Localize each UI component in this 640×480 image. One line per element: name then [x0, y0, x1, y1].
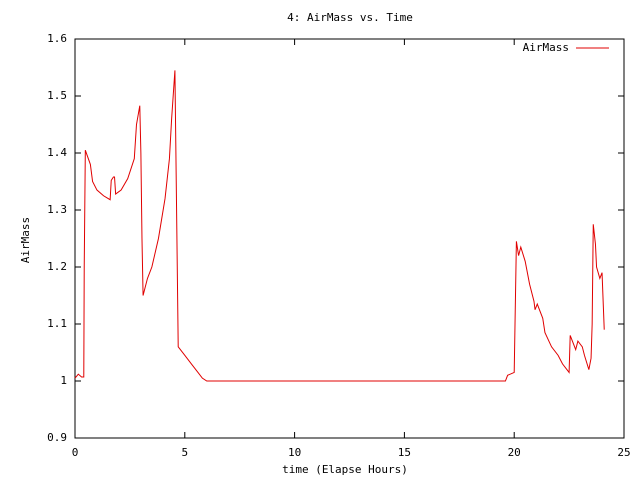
- y-tick-label: 1.5: [47, 89, 67, 102]
- x-tick-label: 10: [288, 446, 301, 459]
- y-tick-label: 1.2: [47, 260, 67, 273]
- y-tick-label: 1.4: [47, 146, 67, 159]
- x-tick-label: 0: [72, 446, 79, 459]
- y-tick-label: 0.9: [47, 431, 67, 444]
- x-tick-label: 20: [508, 446, 521, 459]
- x-tick-label: 15: [398, 446, 411, 459]
- legend-label: AirMass: [523, 41, 569, 54]
- y-tick-label: 1.1: [47, 317, 67, 330]
- x-tick-label: 5: [181, 446, 188, 459]
- data-line: [74, 70, 605, 382]
- x-tick-label: 25: [617, 446, 630, 459]
- chart-title: 4: AirMass vs. Time: [287, 11, 413, 24]
- plot-border: [74, 38, 625, 439]
- y-axis-label: AirMass: [19, 217, 32, 263]
- y-tick-label: 1: [60, 374, 67, 387]
- y-tick-label: 1.6: [47, 32, 67, 45]
- y-tick-label: 1.3: [47, 203, 67, 216]
- x-axis-label: time (Elapse Hours): [282, 463, 408, 476]
